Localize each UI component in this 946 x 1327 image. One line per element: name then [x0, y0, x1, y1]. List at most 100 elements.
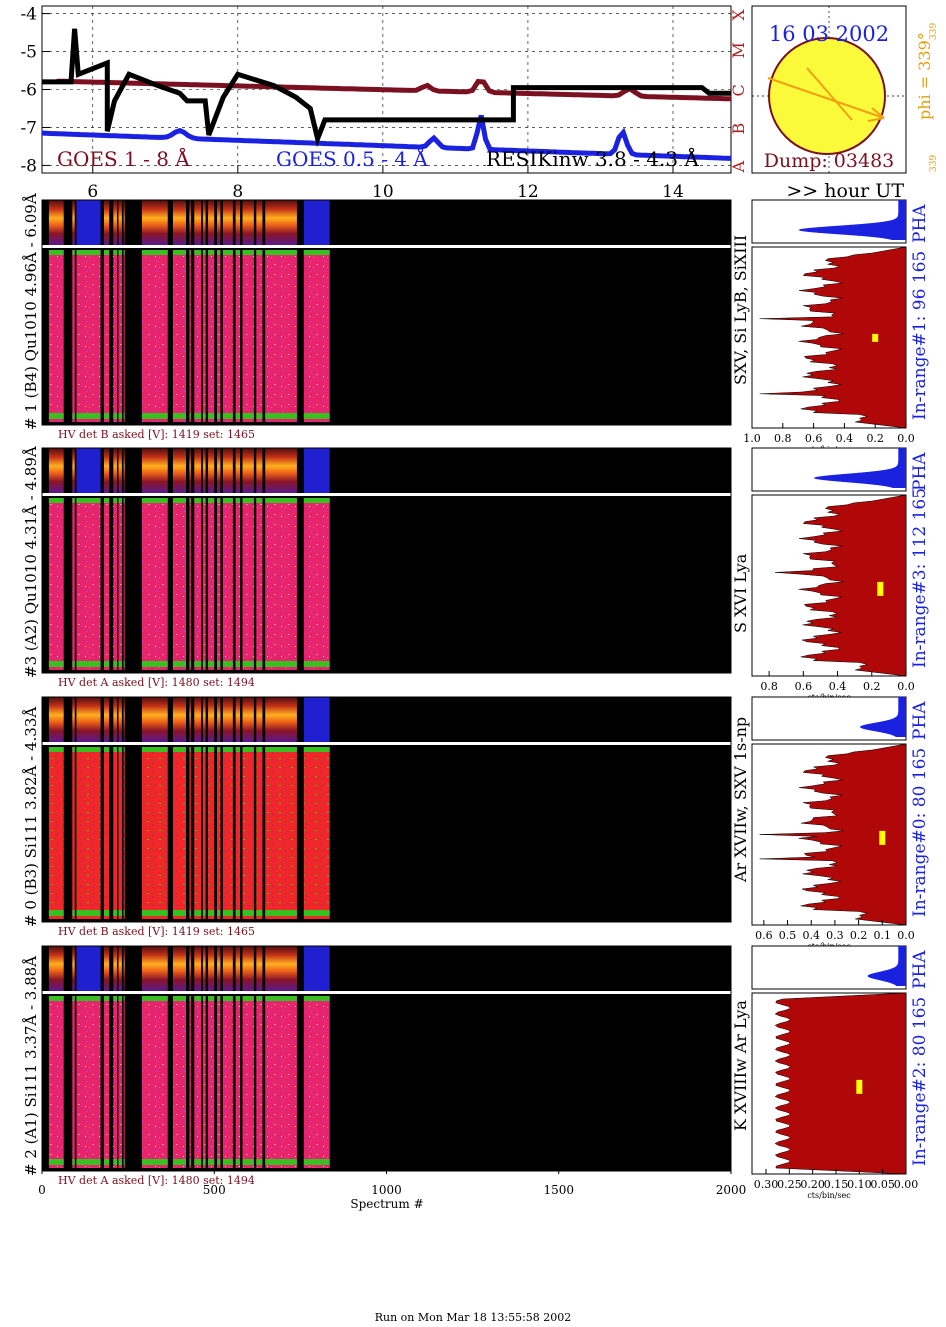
pha-strip-band [242, 697, 254, 742]
profile-tick-label: 0.8 [760, 680, 778, 693]
goes-class-letter: M [729, 42, 748, 58]
spectrum-heatmap-band [118, 996, 122, 1168]
goes-x-tick-label: 6 [87, 182, 98, 202]
profile-tick-label: 0.30 [754, 1178, 779, 1191]
pha-strip-band [141, 448, 168, 493]
pha-strip-band [72, 697, 75, 742]
pha-strip-band [217, 946, 221, 991]
date-label: 16 03 2002 [769, 22, 889, 46]
dump-label: Dump: 03483 [764, 150, 895, 172]
pha-strip-band [189, 200, 191, 245]
spectrum-heatmap-band [242, 498, 254, 670]
spectrum-heatmap-band [303, 250, 330, 422]
spectrum-heatmap-band [242, 996, 254, 1168]
inrange-label: In-range#2: 80 165 [910, 997, 930, 1166]
spectrum-heatmap-band [303, 996, 330, 1168]
spectrum-heatmap-band [76, 250, 101, 422]
spectrum-heatmap-band [172, 747, 187, 919]
spectrum-axis-label: Spectrum # [350, 1197, 423, 1211]
range-marker [879, 830, 886, 845]
spectrum-heatmap-band [118, 747, 122, 919]
pha-strip-band [76, 946, 101, 991]
profile-tick-label: 0.10 [847, 1178, 872, 1191]
pha-strip-band [104, 200, 110, 245]
emission-lines-label: Ar XVIIw, SXV 1s-np [731, 717, 750, 883]
pha-histogram [859, 697, 906, 737]
pha-strip-band [265, 697, 297, 742]
panel-left-label: # 0 (B3) Si111 3.82Å - 4.33Å [22, 707, 40, 927]
spectrum-heatmap-band [141, 996, 168, 1168]
pha-strip-band [172, 448, 187, 493]
pha-strip-band [104, 697, 110, 742]
pha-strip-band [172, 946, 187, 991]
spectrum-heatmap-band [123, 747, 125, 919]
cts-label: cts/bin/sec [807, 1191, 851, 1200]
goes-class-letters: A B C M X [729, 9, 748, 174]
pha-strip-band [222, 200, 233, 245]
sun-disk [768, 37, 886, 155]
spectrum-heatmap-band [118, 498, 122, 670]
pha-strip-band [48, 200, 64, 245]
spectrum-heatmap-band [235, 996, 241, 1168]
spectrum-heatmap-band [256, 498, 263, 670]
spectrum-axis: 0 500 1000 1500 2000 [38, 1168, 746, 1197]
pha-strip-band [217, 697, 221, 742]
spectrum-heatmap-band [194, 250, 202, 422]
goes-y-tick-label: -6 [20, 81, 37, 101]
spectrum-heatmap-band [256, 996, 263, 1168]
panel-left-label: # 2 (A1) Si111 3.37Å - 3.88Å [22, 956, 40, 1176]
spectrum-heatmap-band [76, 747, 101, 919]
spectrum-profile [775, 494, 907, 677]
profile-tick-label: 0.4 [802, 929, 820, 942]
spectrum-panel: # 2 (A1) Si111 3.37Å - 3.88Å HV det A ask… [22, 945, 930, 1200]
pha-strip-band [242, 448, 254, 493]
pha-histogram [867, 946, 906, 986]
profile-tick-label: 0.4 [829, 680, 847, 693]
spectrum-heatmap-band [303, 498, 330, 670]
spectrum-panel: # 1 (B4) Qu1010 4.96Å - 6.09Å HV det B as… [22, 193, 930, 454]
spectrum-heatmap-band [217, 747, 221, 919]
spectrum-heatmap-band [217, 498, 221, 670]
hv-label: HV det B asked [V]: 1419 set: 1465 [58, 428, 255, 441]
pha-strip-band [235, 448, 241, 493]
spectrum-heatmap-band [113, 498, 118, 670]
pha-strip-band [217, 200, 221, 245]
pha-histogram [798, 200, 906, 240]
profile-tick-label: 0.3 [826, 929, 844, 942]
spectrum-heatmap-band [141, 498, 168, 670]
spectrum-heatmap-band [256, 747, 263, 919]
spectrum-heatmap-band [48, 250, 64, 422]
spectrum-heatmap-band [72, 498, 75, 670]
phi-arrow [767, 77, 885, 119]
profile-tick-label: 0.6 [805, 432, 823, 445]
pha-strip-band [217, 448, 221, 493]
spectrum-heatmap-band [189, 996, 191, 1168]
spectrum-heatmap-band [141, 747, 168, 919]
profile-tick-label: 0.00 [894, 1178, 919, 1191]
spectrum-heatmap-band [172, 996, 187, 1168]
pha-histogram-frame [751, 945, 907, 990]
spectrum-heatmap-band [235, 250, 241, 422]
pha-strip-band [303, 448, 330, 493]
pha-strip-band [123, 448, 125, 493]
profile-tick-label: 1.0 [743, 432, 761, 445]
spectrum-heatmap-band [189, 250, 191, 422]
panel-left-label: # 1 (B4) Qu1010 4.96Å - 6.09Å [22, 193, 40, 430]
pha-strip-band [104, 448, 110, 493]
pha-strip-band [123, 697, 125, 742]
pha-strip-band [202, 946, 206, 991]
pha-strip-band [256, 697, 263, 742]
spectrum-heatmap-band [222, 996, 233, 1168]
pha-strip-band [303, 697, 330, 742]
pha-strip-band [113, 697, 118, 742]
spectrum-heatmap-band [222, 498, 233, 670]
spectrum-heatmap-band [202, 747, 206, 919]
pha-strip-band [194, 200, 202, 245]
spectrum-heatmap-band [104, 250, 110, 422]
spectrum-heatmap-band [113, 250, 118, 422]
pha-strip-band [194, 448, 202, 493]
profile-tick-label: 0.6 [795, 680, 813, 693]
pha-strip-band [222, 697, 233, 742]
pha-strip-band [235, 697, 241, 742]
spectrum-heatmap-band [72, 747, 75, 919]
